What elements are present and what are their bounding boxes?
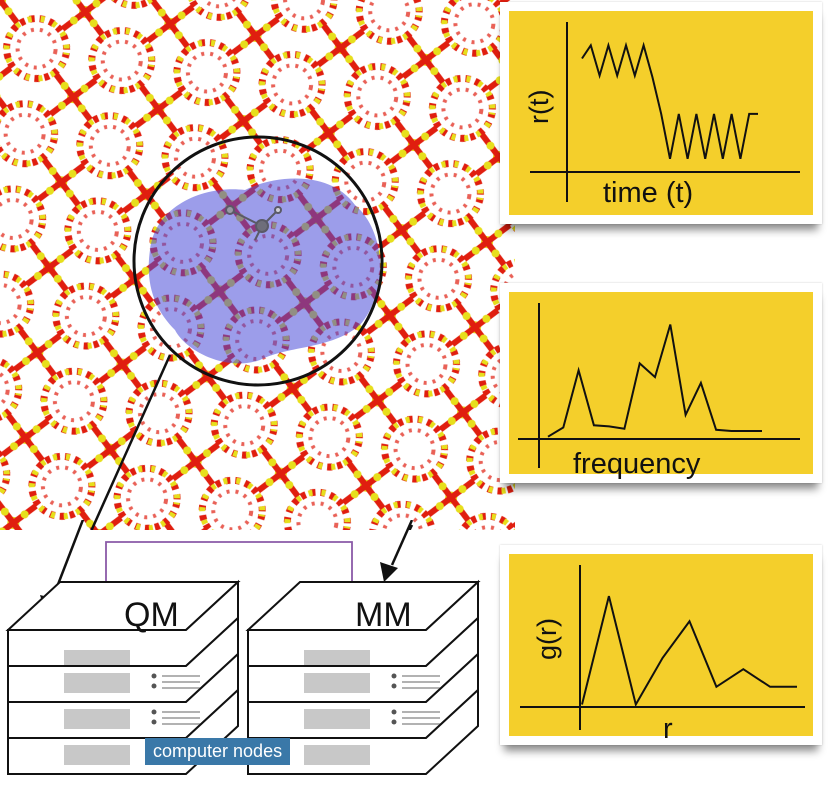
freq-plot-panel: frequency xyxy=(500,283,822,483)
rt-series-line xyxy=(581,41,758,159)
arrowhead-mm-icon xyxy=(380,562,398,582)
qm-region-circle xyxy=(132,135,384,387)
qm-server-stack: QM xyxy=(5,579,241,775)
freq-xlabel: frequency xyxy=(573,448,701,480)
mm-server-stack: MM xyxy=(245,579,481,775)
qm-label: QM xyxy=(124,596,179,634)
server-stacks: QM xyxy=(5,520,481,775)
qm-server-units xyxy=(7,579,239,775)
freq-plot: frequency xyxy=(509,292,813,480)
rt-plot-panel: r(t) time (t) xyxy=(500,2,822,224)
gr-plot: g(r) r xyxy=(509,554,813,745)
mm-server-units xyxy=(247,579,479,775)
mm-label: MM xyxy=(355,596,412,634)
gr-xlabel: r xyxy=(663,713,673,745)
zeolite-lattice-image xyxy=(0,0,515,530)
qm-region-density xyxy=(148,178,381,364)
computer-nodes-badge: computer nodes xyxy=(145,738,291,765)
rt-ylabel: r(t) xyxy=(524,90,554,124)
gr-ylabel: g(r) xyxy=(532,618,562,660)
qm-mm-link xyxy=(105,541,353,605)
adsorbed-molecule xyxy=(225,205,282,241)
arrow-to-qm xyxy=(90,354,172,530)
gr-plot-panel: g(r) r xyxy=(500,545,822,745)
rt-xlabel: time (t) xyxy=(603,177,693,209)
freq-series-line xyxy=(547,324,762,438)
gr-series-line xyxy=(581,595,797,708)
rt-plot: r(t) time (t) xyxy=(509,11,813,215)
